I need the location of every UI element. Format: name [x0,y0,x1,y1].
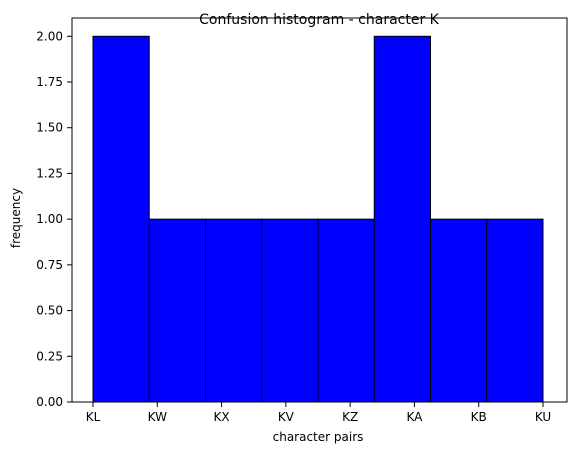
bar-kz [317,218,375,403]
bars-group [92,35,544,403]
bar-kl [92,35,150,403]
x-tick-label-kz: KZ [342,410,358,424]
y-tick-label: 0.50 [36,304,63,318]
x-tick-label-ku: KU [535,410,551,424]
x-tick-label-kb: KB [471,410,487,424]
y-tick-label: 1.00 [36,212,63,226]
y-tick-label: 0.25 [36,349,63,363]
x-axis: KL KW KX KV KZ KA KB KU [86,402,551,424]
y-tick-label: 1.50 [36,121,63,135]
y-axis-label: frequency [9,188,23,248]
x-tick-label-kx: KX [214,410,230,424]
plot-frame [71,17,568,403]
y-axis: 0.00 0.25 0.50 0.75 1.00 1.25 1.50 1.75 2.00 [36,29,72,409]
y-tick-label: 1.75 [36,75,63,89]
x-tick-label-kv: KV [278,410,295,424]
y-tick-label: 0.00 [36,395,63,409]
bar-ka [373,35,431,403]
x-tick-label-kw: KW [148,410,167,424]
bar-kv [261,218,319,403]
y-tick-label: 2.00 [36,29,63,43]
y-tick-label: 1.25 [36,166,63,180]
x-tick-label-kl: KL [86,410,101,424]
x-axis-label: character pairs [273,430,364,444]
x-tick-label-ka: KA [406,410,423,424]
bar-ku [486,218,544,403]
y-tick-label: 0.75 [36,258,63,272]
bar-kx [205,218,263,403]
chart-title: Confusion histogram - character K [199,12,440,28]
bar-kb [430,218,488,403]
bar-kw [148,218,206,403]
